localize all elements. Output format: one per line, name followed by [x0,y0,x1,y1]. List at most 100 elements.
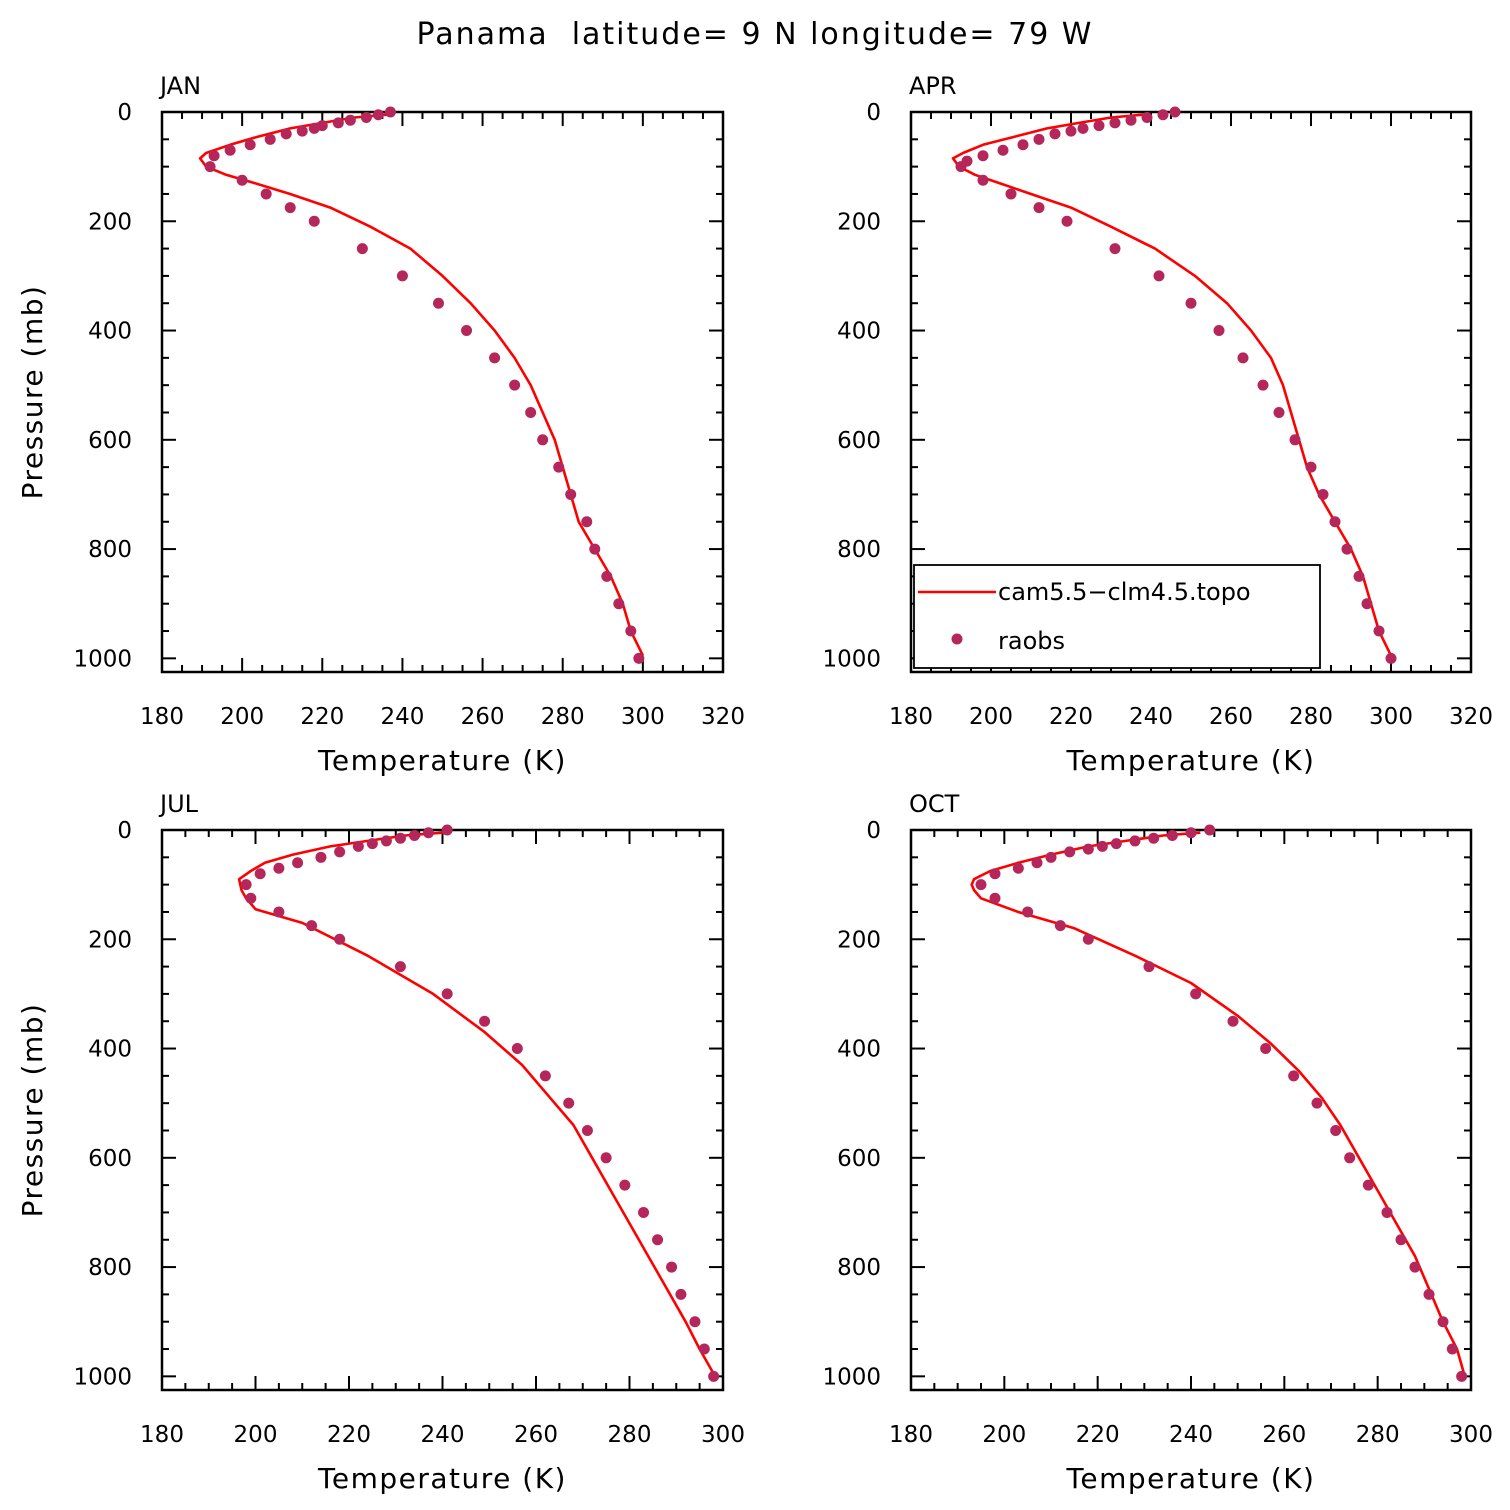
legend-obs-label: raobs [998,627,1065,655]
raobs-point [479,1015,491,1027]
raobs-point [224,144,236,156]
raobs-point [698,1343,710,1355]
raobs-point [244,139,256,151]
raobs-point [254,868,266,880]
x-axis-label: Temperature (K) [1066,744,1316,777]
y-tick-label: 400 [837,319,881,345]
raobs-point [1045,851,1057,863]
raobs-point [1082,933,1094,945]
raobs-point [1289,434,1301,446]
panel-oct: 180 200 220 240 260 280 300 0 200 400 600 800 1000 OC… [822,790,1493,1495]
panel-label: APR [909,72,957,100]
figure-title: Panama latitude= 9 N longitude= 79 W [417,17,1094,52]
raobs-point [638,1206,650,1218]
raobs-point [1257,379,1269,391]
raobs-point [1096,840,1108,852]
raobs-point [236,174,248,186]
raobs-point [689,1316,701,1328]
model-profile-line [970,831,1466,1374]
raobs-point [1033,202,1045,214]
panel-label: OCT [909,790,960,818]
y-tick-label: 800 [88,1255,132,1281]
raobs-point [1129,835,1141,847]
raobs-point [1305,461,1317,473]
x-tick-label: 200 [234,1422,278,1448]
x-tick-label: 280 [608,1422,652,1448]
raobs-point [1157,109,1169,121]
raobs-point [539,1070,551,1082]
raobs-point [613,598,625,610]
y-tick-label: 1000 [822,646,881,672]
x-tick-label: 180 [140,704,184,730]
x-tick-label: 300 [701,1422,745,1448]
y-tick-label: 0 [117,818,132,844]
raobs-point [356,243,368,255]
raobs-point [1153,270,1165,282]
panel-apr: 180 200 220 240 260 280 300 320 0 200 400 600 800 100… [822,72,1493,777]
raobs-point [334,933,346,945]
x-tick-label: 240 [1129,704,1173,730]
raobs-point [581,516,593,528]
legend-model-label: cam5.5−clm4.5.topo [998,578,1251,606]
raobs-point [1361,598,1373,610]
panel-label: JAN [158,72,201,100]
model-profile-line [198,113,645,657]
raobs-point [1033,133,1045,145]
raobs-point [955,161,967,173]
x-tick-label: 300 [621,704,665,730]
raobs-point [240,879,252,891]
y-tick-label: 1000 [73,646,132,672]
raobs-point [366,838,378,850]
raobs-point [625,625,637,637]
raobs-point [380,835,392,847]
raobs-point [1061,215,1073,227]
x-tick-label: 260 [1209,704,1253,730]
raobs-point [1110,838,1122,850]
raobs-point [1341,543,1353,555]
raobs-point [1213,325,1225,337]
y-tick-label: 200 [837,209,881,235]
raobs-point [511,1043,523,1055]
y-tick-label: 1000 [73,1364,132,1390]
raobs-point [1237,352,1249,364]
y-tick-label: 600 [837,428,881,454]
raobs-point [1330,1124,1342,1136]
raobs-point [1344,1152,1356,1164]
raobs-point [1190,988,1202,1000]
y-tick-label: 0 [117,100,132,126]
x-tick-label: 300 [1369,704,1413,730]
raobs-point [565,488,577,500]
raobs-point [292,857,304,869]
raobs-point [360,111,372,123]
raobs-point [1373,625,1385,637]
raobs-point [332,117,344,129]
raobs-point [308,122,320,134]
raobs-point [1204,824,1216,836]
raobs-point [977,150,989,162]
raobs-point [1082,843,1094,855]
y-tick-label: 0 [866,100,881,126]
raobs-point [1077,122,1089,134]
raobs-point [708,1370,720,1382]
raobs-point [1353,570,1365,582]
x-tick-label: 260 [514,1422,558,1448]
model-profile-line [237,831,715,1375]
y-tick-label: 400 [88,1037,132,1063]
x-tick-label: 280 [541,704,585,730]
plot-frame [160,110,725,674]
raobs-point [509,379,521,391]
raobs-point [1311,1097,1323,1109]
plot-frame [160,828,725,1392]
raobs-point [1065,125,1077,137]
raobs-point [1385,652,1397,664]
raobs-point [633,652,645,664]
raobs-point [461,325,473,337]
x-tick-label: 180 [140,1422,184,1448]
raobs-point [260,188,272,200]
raobs-point [394,832,406,844]
x-axis-label: Temperature (K) [317,1462,567,1495]
y-tick-label: 400 [837,1037,881,1063]
raobs-point [1093,120,1105,132]
raobs-point [1437,1316,1449,1328]
raobs-point [525,406,537,418]
